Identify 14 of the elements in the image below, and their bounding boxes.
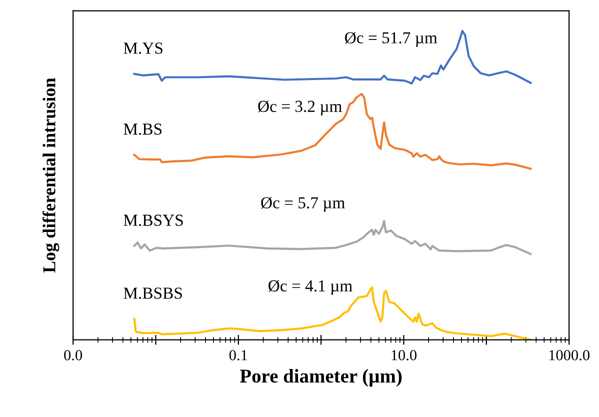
x-tick-label: 0.1: [229, 350, 248, 360]
x-axis-title: Pore diameter (µm): [240, 368, 402, 387]
series-label: M.YS: [124, 42, 162, 54]
series-label: M.BSBS: [124, 288, 182, 299]
annotation: Øc = 5.7 µm: [261, 196, 345, 212]
x-tick-label: 0.0: [64, 350, 82, 360]
series-label: M.BS: [124, 124, 162, 135]
x-tick-label: 10.0: [392, 350, 417, 360]
x-tick-label: 1000.0: [549, 350, 590, 360]
annotation: Øc = 4.1 µm: [268, 280, 352, 295]
annotation: Øc = 3.2 µm: [258, 100, 342, 116]
y-axis-title: Log differential intrusion: [42, 78, 60, 273]
series-label: M.BSYS: [124, 214, 183, 226]
annotation: Øc = 51.7 µm: [345, 32, 438, 47]
